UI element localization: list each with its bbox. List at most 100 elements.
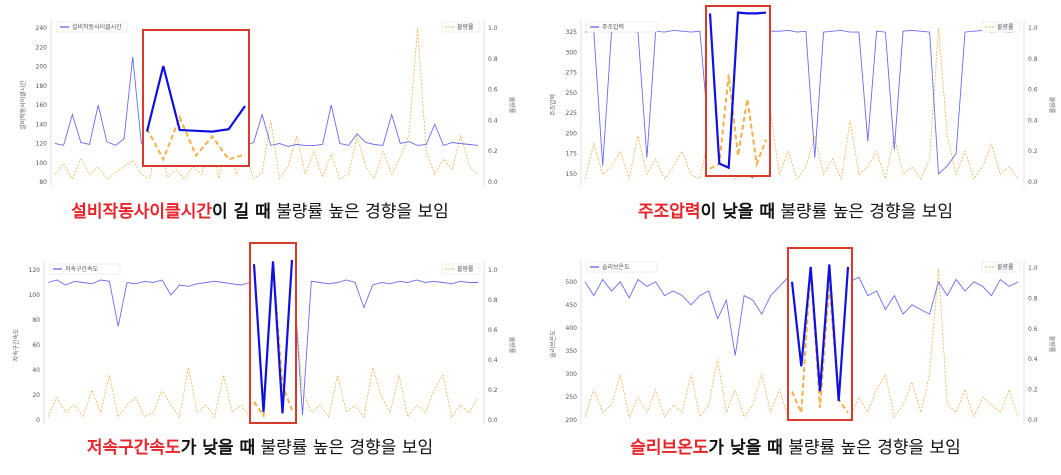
y2-tick-label: 1.0 <box>1028 25 1038 32</box>
legend-defect: 불량률 <box>441 21 481 33</box>
y2-tick-label: 0.2 <box>1028 387 1038 394</box>
y-tick-label: 200 <box>566 417 578 424</box>
series-line-main <box>584 29 1019 179</box>
caption-sleeve-temp: 슬리브온도가 낮을 때 불량률 높은 경향을 보임 <box>530 433 1061 458</box>
y-tick-label: 60 <box>32 342 40 349</box>
highlight-box <box>142 29 250 167</box>
y-tick-label: 180 <box>36 83 48 90</box>
y2-tick-label: 0.8 <box>488 56 498 63</box>
y-tick-label: 100 <box>36 160 48 167</box>
y-tick-label: 400 <box>566 325 578 332</box>
legend-label-main: 슬리브온도 <box>602 263 630 271</box>
legend-label-defect: 불량률 <box>457 24 474 31</box>
highlight-main-line <box>708 11 767 170</box>
highlight-main-line <box>252 259 294 414</box>
highlight-defect-line <box>146 114 246 162</box>
y-tick-label: 250 <box>566 394 578 401</box>
chart-panel-sleeve-temp: 200 250 300 350 400 450 500 0.0 0.2 0.4 0.6 0.8 1.0 슬… <box>530 238 1061 475</box>
caption-condition: 이 낮을 때 <box>700 202 775 222</box>
legend-label-defect: 불량률 <box>457 266 474 273</box>
caption-highlight: 슬리브온도 <box>630 438 709 458</box>
y2-tick-label: 0.6 <box>1028 326 1038 333</box>
chart-panel-casting-pressure: 150 175 200 225 250 275 300 325 0.0 0.2 0.4 0.6 0.8 1… <box>530 0 1061 232</box>
caption-rest: 불량률 높은 경향을 보임 <box>782 438 961 458</box>
chart-cycle-time: 80 100 120 140 160 180 200 220 240 0.0 0.2 0.4 0.6 0.… <box>19 20 515 186</box>
y-tick-label: 160 <box>36 102 48 109</box>
y2-tick-label: 0.4 <box>488 117 498 124</box>
y-tick-label: 300 <box>566 371 578 378</box>
y-tick-label: 80 <box>32 317 40 324</box>
y-tick-label: 250 <box>566 90 578 97</box>
y2-tick-label: 1.0 <box>488 25 498 32</box>
y2-tick-label: 0.6 <box>488 327 498 334</box>
y-axis-label: 저속구간속도 <box>12 328 20 362</box>
y-tick-label: 240 <box>36 25 48 32</box>
chart-sleeve-temp: 200 250 300 350 400 450 500 0.0 0.2 0.4 0.6 0.8 1.0 슬… <box>549 247 1055 424</box>
y-tick-label: 40 <box>32 367 40 374</box>
y-axis-label: 주조압력 <box>549 94 557 116</box>
caption-condition: 이 길 때 <box>211 202 271 222</box>
y-tick-label: 350 <box>566 348 578 355</box>
caption-rest: 불량률 높은 경향을 보임 <box>774 202 953 222</box>
y2-axis-label: 불량률 <box>508 337 515 354</box>
y2-axis-label: 불량률 <box>1048 97 1055 114</box>
series-line-main <box>54 56 479 147</box>
highlight-main-line <box>145 65 246 133</box>
y-tick-label: 0 <box>36 417 40 424</box>
series-line-defect-rate <box>584 267 1019 419</box>
caption-casting-pressure: 주조압력이 낮을 때 불량률 높은 경향을 보임 <box>530 197 1061 222</box>
y2-tick-label: 0.4 <box>1028 117 1038 124</box>
y-tick-label: 100 <box>29 292 41 299</box>
y2-tick-label: 0.0 <box>1028 179 1038 186</box>
y2-tick-label: 0.8 <box>1028 56 1038 63</box>
caption-rest: 불량률 높은 경향을 보임 <box>270 202 449 222</box>
chart-casting-pressure: 150 175 200 225 250 275 300 325 0.0 0.2 0.4 0.6 0.8 1… <box>549 5 1055 186</box>
y-tick-label: 300 <box>566 49 578 56</box>
y-tick-label: 220 <box>36 44 48 51</box>
y2-tick-label: 0.2 <box>488 387 498 394</box>
y2-tick-label: 0.2 <box>1028 148 1038 155</box>
y-tick-label: 325 <box>566 29 578 36</box>
y2-tick-label: 0.6 <box>1028 87 1038 94</box>
chart-panel-cycle-time: 80 100 120 140 160 180 200 220 240 0.0 0.2 0.4 0.6 0.… <box>0 0 520 232</box>
y2-tick-label: 0.0 <box>1028 417 1038 424</box>
y2-tick-label: 1.0 <box>488 267 498 274</box>
y2-tick-label: 0.6 <box>488 87 498 94</box>
caption-cycle-time: 설비작동사이클시간이 길 때 불량률 높은 경향을 보임 <box>0 197 520 222</box>
caption-highlight: 설비작동사이클시간 <box>71 202 212 222</box>
caption-condition: 가 낮을 때 <box>180 438 256 458</box>
y2-axis-label: 불량률 <box>1048 336 1055 353</box>
highlight-box <box>705 5 771 177</box>
y2-tick-label: 0.0 <box>488 417 498 424</box>
y-tick-label: 200 <box>566 130 578 137</box>
legend-defect: 불량률 <box>441 263 481 275</box>
caption-highlight: 저속구간속도 <box>86 438 181 458</box>
y-tick-label: 150 <box>566 171 578 178</box>
y2-tick-label: 0.4 <box>488 357 498 364</box>
y-axis-label: 슬리브온도 <box>549 330 557 358</box>
y2-tick-label: 1.0 <box>1028 265 1038 272</box>
series-line-defect-rate <box>584 27 1019 181</box>
y-tick-label: 175 <box>566 151 578 158</box>
y-tick-label: 450 <box>566 302 578 309</box>
chart-panel-low-speed: 0 20 40 60 80 100 120 0.0 0.2 0.4 0.6 0.8 1.0 저속구간속도 불… <box>0 238 520 475</box>
legend-main: 저속구간속도 <box>49 263 121 275</box>
y2-tick-label: 0.0 <box>488 179 498 186</box>
y-tick-label: 200 <box>36 64 48 71</box>
series-line-defect-rate <box>54 27 479 180</box>
y-tick-label: 120 <box>29 267 41 274</box>
y-tick-label: 225 <box>566 110 578 117</box>
legend-main: 슬리브온도 <box>586 261 658 273</box>
highlight-main-line <box>790 264 850 402</box>
y-tick-label: 275 <box>566 70 578 77</box>
y2-tick-label: 0.2 <box>488 148 498 155</box>
caption-low-speed: 저속구간속도가 낮을 때 불량률 높은 경향을 보임 <box>0 433 520 458</box>
legend-label-main: 저속구간속도 <box>65 265 99 273</box>
y-tick-label: 140 <box>36 121 48 128</box>
y-axis-label: 설비작동사이클시간 <box>19 80 27 130</box>
legend-defect: 불량률 <box>981 261 1021 273</box>
legend-label-defect: 불량률 <box>997 264 1014 271</box>
legend-label-defect: 불량률 <box>997 24 1014 31</box>
caption-rest: 불량률 높은 경향을 보임 <box>255 438 434 458</box>
